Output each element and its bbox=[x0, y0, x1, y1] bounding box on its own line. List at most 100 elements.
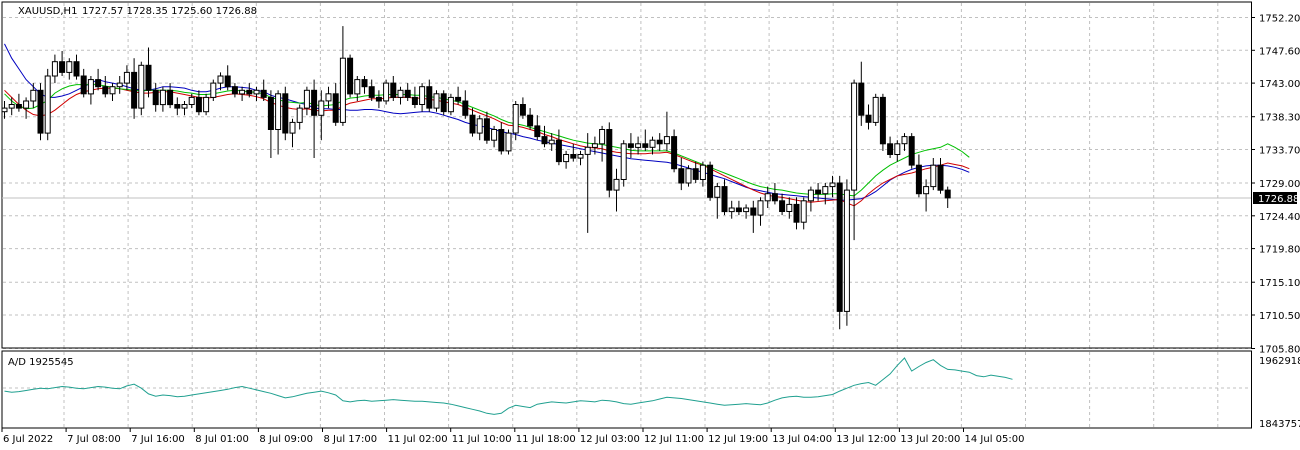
candle bbox=[339, 26, 346, 126]
price-tick-label: 1719.80 bbox=[1259, 245, 1300, 256]
candle bbox=[642, 129, 649, 151]
candle bbox=[707, 161, 714, 201]
candle bbox=[1, 101, 8, 119]
candle bbox=[289, 118, 296, 148]
candle bbox=[548, 133, 555, 151]
candle bbox=[937, 158, 944, 194]
time-tick-label: 8 Jul 01:00 bbox=[195, 434, 249, 445]
candle bbox=[699, 161, 706, 187]
candle bbox=[764, 186, 771, 208]
time-tick-label: 12 Jul 19:00 bbox=[708, 434, 768, 445]
price-tick-label: 1743.00 bbox=[1259, 79, 1300, 90]
candle bbox=[73, 54, 80, 80]
time-tick-label: 7 Jul 16:00 bbox=[131, 434, 185, 445]
candle bbox=[843, 179, 850, 326]
indicator-panel-frame bbox=[1, 350, 1252, 429]
candle bbox=[390, 76, 397, 101]
candle bbox=[671, 129, 678, 173]
candle bbox=[757, 197, 764, 226]
time-axis: 6 Jul 2022 7 Jul 08:00 7 Jul 16:00 8 Jul 01… bbox=[1, 428, 1025, 445]
candle bbox=[577, 150, 584, 166]
candle bbox=[152, 83, 159, 112]
current-price-label: 1726.88 bbox=[1258, 194, 1299, 205]
candle bbox=[167, 83, 174, 109]
ad-line bbox=[4, 357, 1013, 415]
candle bbox=[440, 90, 447, 116]
candle bbox=[455, 86, 462, 105]
candle bbox=[145, 47, 152, 98]
candle bbox=[915, 154, 922, 198]
indicator-max-label: 1962918 bbox=[1259, 356, 1300, 367]
candle bbox=[224, 65, 231, 91]
candle bbox=[102, 76, 109, 98]
candle bbox=[923, 179, 930, 212]
price-tick-label: 1729.00 bbox=[1259, 179, 1300, 190]
price-tick-label: 1733.70 bbox=[1259, 146, 1300, 157]
candle bbox=[649, 136, 656, 155]
candle bbox=[793, 197, 800, 230]
candle bbox=[894, 140, 901, 162]
candle bbox=[51, 54, 58, 84]
candle bbox=[8, 97, 15, 116]
indicator-min-label: 1843757 bbox=[1259, 419, 1300, 430]
candle bbox=[815, 183, 822, 201]
time-tick-label: 12 Jul 11:00 bbox=[644, 434, 704, 445]
candle bbox=[260, 79, 267, 101]
price-tick-label: 1747.60 bbox=[1259, 46, 1300, 57]
candle bbox=[743, 204, 750, 219]
candle bbox=[750, 200, 757, 233]
candle bbox=[87, 76, 94, 105]
candle bbox=[908, 133, 915, 169]
time-tick-label: 8 Jul 09:00 bbox=[259, 434, 313, 445]
candle bbox=[426, 79, 433, 112]
candle bbox=[195, 90, 202, 116]
candle bbox=[879, 93, 886, 151]
candle bbox=[584, 133, 591, 233]
candle bbox=[887, 136, 894, 158]
price-tick-label: 1738.30 bbox=[1259, 113, 1300, 124]
candle bbox=[692, 161, 699, 183]
candle bbox=[59, 51, 66, 76]
time-tick-label: 7 Jul 08:00 bbox=[67, 434, 121, 445]
candle bbox=[555, 129, 562, 166]
candle bbox=[131, 58, 138, 119]
price-tick-label: 1705.80 bbox=[1259, 345, 1300, 356]
candle bbox=[311, 79, 318, 158]
candle bbox=[930, 158, 937, 191]
indicator-label: A/D 1925545 bbox=[8, 357, 74, 368]
candle bbox=[606, 122, 613, 198]
ohlc-label: 1727.57 1728.35 1725.60 1726.88 bbox=[82, 6, 257, 17]
candle bbox=[944, 186, 951, 208]
candle bbox=[361, 76, 368, 94]
candle bbox=[491, 125, 498, 148]
candle bbox=[534, 115, 541, 141]
price-axis: 1752.20 1747.60 1743.00 1738.30 1733.70 1729.… bbox=[1251, 14, 1300, 356]
candle bbox=[498, 122, 505, 155]
time-tick-label: 8 Jul 17:00 bbox=[324, 434, 378, 445]
candle bbox=[282, 86, 289, 141]
time-tick-label: 14 Jul 05:00 bbox=[965, 434, 1025, 445]
price-tick-label: 1752.20 bbox=[1259, 14, 1300, 25]
candle bbox=[217, 72, 224, 91]
candle bbox=[829, 175, 836, 198]
price-tick-label: 1715.10 bbox=[1259, 278, 1300, 289]
candle bbox=[851, 79, 858, 241]
candle bbox=[563, 150, 570, 169]
time-tick-label: 12 Jul 03:00 bbox=[580, 434, 640, 445]
ad-indicator bbox=[4, 357, 1013, 415]
candle bbox=[519, 97, 526, 119]
candle bbox=[771, 183, 778, 205]
candle bbox=[303, 86, 310, 116]
candle bbox=[123, 65, 130, 91]
candle bbox=[231, 83, 238, 98]
candle bbox=[109, 83, 116, 101]
candle bbox=[419, 83, 426, 112]
candle bbox=[433, 90, 440, 112]
time-tick-label: 11 Jul 10:00 bbox=[452, 434, 512, 445]
candle bbox=[15, 93, 22, 112]
candle bbox=[253, 86, 260, 101]
candle bbox=[541, 125, 548, 148]
candle bbox=[23, 97, 30, 119]
